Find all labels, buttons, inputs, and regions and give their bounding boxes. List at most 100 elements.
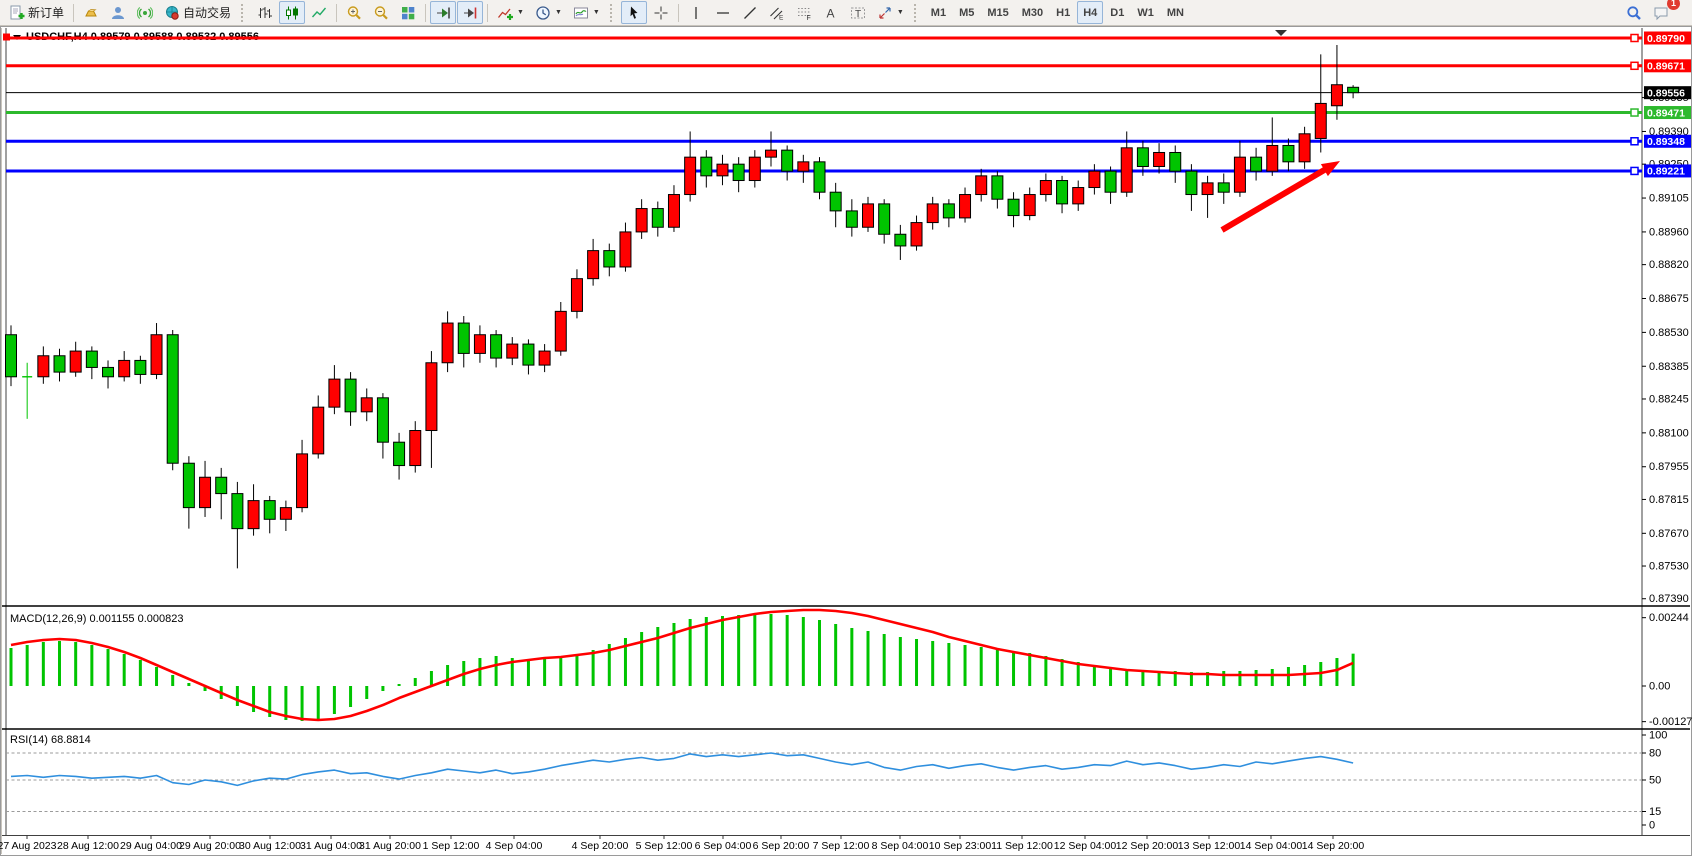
search-button[interactable] — [1621, 1, 1647, 24]
cursor-icon — [630, 6, 638, 19]
timeframe-label: M15 — [987, 6, 1009, 19]
timeframe-m5-button[interactable]: M5 — [953, 1, 980, 24]
new-order-button[interactable]: 新订单 — [4, 1, 69, 24]
svg-text:15: 15 — [1649, 806, 1661, 818]
gold-button[interactable] — [78, 1, 104, 24]
crosshair-button[interactable] — [648, 1, 674, 24]
fibonacci-button[interactable]: F — [791, 1, 817, 24]
timeframe-label: M1 — [930, 6, 947, 19]
periods-button[interactable]: ▼ — [530, 1, 567, 24]
chart-area[interactable]: USDCHF,H4 0.89579 0.89588 0.89532 0.8955… — [0, 26, 1692, 856]
candlestick-chart-button[interactable] — [279, 1, 306, 24]
vertical-line-icon — [695, 6, 697, 19]
svg-text:31 Aug 04:00: 31 Aug 04:00 — [300, 840, 362, 852]
svg-text:0.00: 0.00 — [1649, 681, 1670, 693]
signals-button[interactable] — [132, 1, 158, 24]
svg-text:27 Aug 2023: 27 Aug 2023 — [0, 840, 57, 852]
zoom-in-icon — [347, 5, 361, 19]
auto-trading-button[interactable]: 自动交易 — [159, 1, 236, 24]
svg-text:8 Sep 04:00: 8 Sep 04:00 — [872, 840, 929, 852]
svg-text:50: 50 — [1649, 775, 1661, 787]
signals-icon — [137, 6, 154, 19]
timeframe-label: MN — [1166, 6, 1184, 19]
line-chart-icon — [312, 7, 327, 17]
timeframe-h1-button[interactable]: H1 — [1050, 1, 1076, 24]
svg-text:0.87955: 0.87955 — [1649, 461, 1689, 473]
line-chart-button[interactable] — [306, 1, 332, 24]
svg-text:13 Sep 12:00: 13 Sep 12:00 — [1178, 840, 1241, 852]
indicators-button[interactable]: ▼ — [492, 1, 529, 24]
text-label-icon: T — [850, 7, 865, 20]
trendline-button[interactable] — [737, 1, 763, 24]
svg-text:4 Sep 04:00: 4 Sep 04:00 — [486, 840, 543, 852]
timeframe-m30-button[interactable]: M30 — [1016, 1, 1049, 24]
svg-text:0.89221: 0.89221 — [1647, 166, 1685, 178]
svg-text:T: T — [855, 9, 861, 20]
chart-shift-icon — [464, 7, 477, 18]
svg-text:0: 0 — [1649, 820, 1655, 832]
chat-icon — [1654, 7, 1668, 20]
toolbar-separator — [73, 3, 75, 22]
text-button[interactable]: A — [818, 1, 844, 24]
auto-scroll-button[interactable] — [430, 1, 457, 24]
indicators-icon — [498, 8, 514, 20]
svg-text:5 Sep 12:00: 5 Sep 12:00 — [636, 840, 693, 852]
svg-text:11 Sep 12:00: 11 Sep 12:00 — [991, 840, 1053, 852]
svg-text:A: A — [826, 6, 834, 20]
toolbar-separator — [425, 3, 427, 22]
chevron-down-icon: ▼ — [896, 9, 904, 16]
svg-text:10 Sep 23:00: 10 Sep 23:00 — [929, 840, 992, 852]
zoom-out-button[interactable] — [368, 1, 394, 24]
chat-button[interactable]: 1 — [1648, 0, 1680, 24]
auto-trading-icon — [166, 5, 179, 20]
bar-chart-button[interactable] — [252, 1, 278, 24]
chevron-down-icon: ▼ — [592, 9, 600, 16]
timeframe-h4-button[interactable]: H4 — [1077, 1, 1104, 24]
rsi-indicator — [6, 752, 1642, 812]
rsi-label: RSI(14) 68.8814 — [10, 734, 91, 746]
timeframe-mn-button[interactable]: MN — [1161, 1, 1190, 24]
text-label-button[interactable]: T — [845, 1, 871, 24]
svg-text:4 Sep 20:00: 4 Sep 20:00 — [572, 840, 629, 852]
svg-text:0.88960: 0.88960 — [1649, 226, 1689, 238]
svg-text:0.88820: 0.88820 — [1649, 259, 1689, 271]
zoom-in-button[interactable] — [341, 1, 367, 24]
macd-indicator — [9, 608, 1355, 722]
templates-button[interactable]: ▼ — [568, 1, 605, 24]
periods-icon — [536, 5, 550, 20]
timeframe-label: M30 — [1021, 6, 1044, 19]
horizontal-line-objects[interactable] — [6, 36, 1642, 173]
svg-text:29 Aug 04:00: 29 Aug 04:00 — [120, 840, 182, 852]
arrow-objects-button[interactable]: ▼ — [872, 1, 909, 24]
tile-windows-button[interactable] — [395, 1, 421, 24]
community-button[interactable] — [105, 1, 131, 24]
toolbar-grip — [609, 3, 616, 22]
notification-badge: 1 — [1667, 0, 1680, 10]
timeframe-label: M5 — [959, 6, 975, 19]
auto-scroll-icon — [437, 7, 450, 18]
svg-text:0.89348: 0.89348 — [1647, 136, 1685, 148]
svg-text:0.88675: 0.88675 — [1649, 293, 1689, 305]
timeframe-w1-button[interactable]: W1 — [1131, 1, 1160, 24]
zoom-out-icon — [374, 5, 388, 19]
svg-text:0.87530: 0.87530 — [1649, 561, 1689, 573]
timeframe-m1-button[interactable]: M1 — [925, 1, 952, 24]
cursor-button[interactable] — [620, 1, 647, 24]
gold-icon — [85, 8, 97, 16]
svg-text:12 Sep 04:00: 12 Sep 04:00 — [1054, 840, 1117, 852]
toolbar-separator — [487, 3, 489, 22]
chart-overlay-objects[interactable] — [1220, 30, 1340, 233]
svg-text:0.89471: 0.89471 — [1647, 107, 1685, 119]
svg-text:0.87815: 0.87815 — [1649, 494, 1689, 506]
vertical-line-button[interactable] — [683, 1, 709, 24]
horizontal-line-button[interactable] — [710, 1, 736, 24]
timeframe-label: H4 — [1083, 6, 1098, 19]
new-order-icon — [10, 5, 25, 19]
timeframe-m15-button[interactable]: M15 — [981, 1, 1014, 24]
svg-text:14 Sep 04:00: 14 Sep 04:00 — [1240, 840, 1303, 852]
arrow-objects-icon — [879, 6, 891, 19]
chart-shift-button[interactable] — [457, 1, 484, 24]
svg-text:0.89390: 0.89390 — [1649, 126, 1689, 138]
timeframe-d1-button[interactable]: D1 — [1104, 1, 1130, 24]
equidistant-channel-button[interactable]: E — [764, 1, 790, 24]
